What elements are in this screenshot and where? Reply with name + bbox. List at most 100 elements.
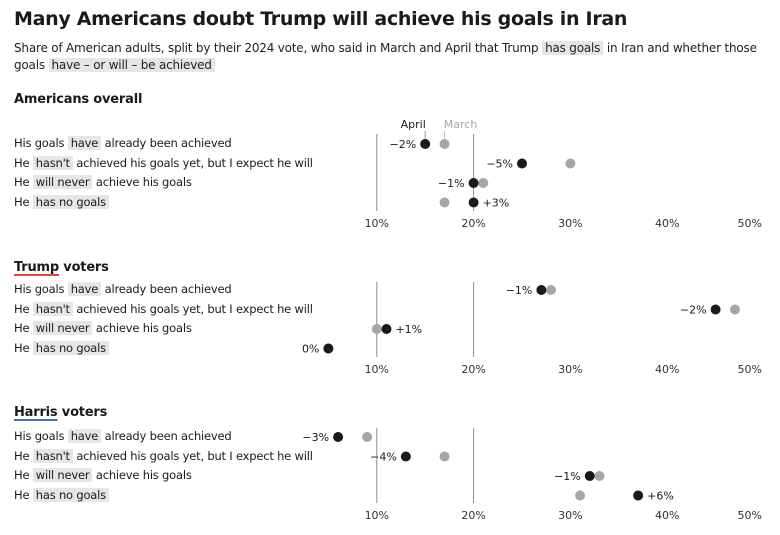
row-label: He hasn't achieved his goals yet, but I … (14, 448, 313, 465)
change-label: −1% (506, 284, 533, 297)
row-label: He will never achieve his goals (14, 320, 192, 337)
row-label-highlight: has no goals (32, 340, 109, 355)
march-dot (478, 178, 489, 188)
row-label-post: achieved his goals yet, but I expect he … (72, 301, 313, 316)
x-tick-label: 20% (461, 363, 485, 376)
march-dot (439, 451, 450, 462)
panel-title-key: Trump (14, 260, 59, 275)
march-dot (594, 471, 605, 481)
panel-title: Trump voters (14, 260, 109, 275)
subtitle-highlight-2: have – or will – be achieved (48, 58, 215, 72)
x-tick-label: 20% (461, 217, 485, 230)
x-tick-label: 30% (558, 509, 582, 522)
x-tick-label: 50% (738, 363, 762, 376)
subtitle-text-2: in Iran and whether those goals (14, 41, 757, 72)
row-label-highlight: will never (32, 321, 93, 335)
march-dot (546, 285, 557, 295)
row-label-pre: He (14, 301, 33, 316)
row-label: He hasn't achieved his goals yet, but I … (14, 301, 313, 318)
change-label: −1% (438, 177, 465, 190)
april-dot (323, 343, 334, 354)
row-label-pre: He (14, 321, 33, 335)
row-label: He has no goals (14, 194, 109, 211)
row-label-pre: He (14, 468, 33, 482)
change-label: +3% (483, 197, 510, 210)
x-tick-label: 30% (558, 363, 582, 376)
april-dot (468, 178, 479, 188)
change-label: −4% (370, 451, 397, 464)
row-label-pre: He (14, 448, 33, 463)
chart-subtitle: Share of American adults, split by their… (14, 40, 774, 74)
march-dot (362, 432, 373, 442)
march-dot (575, 490, 586, 501)
row-label-highlight: hasn't (32, 448, 73, 463)
march-dot (439, 139, 450, 149)
change-label: +6% (647, 490, 674, 503)
row-label-pre: He (14, 194, 33, 209)
panel-title: Harris voters (14, 405, 107, 420)
x-tick-label: 10% (365, 363, 389, 376)
legend-march: March (444, 118, 478, 131)
row-label: He will never achieve his goals (14, 174, 192, 191)
row-label-post: already been achieved (101, 282, 232, 296)
x-tick-label: 10% (365, 509, 389, 522)
row-label-pre: He (14, 487, 33, 502)
row-label-highlight: has no goals (32, 194, 109, 209)
change-label: 0% (302, 343, 319, 356)
row-label-post: achieved his goals yet, but I expect he … (72, 448, 313, 463)
x-tick-label: 40% (655, 363, 679, 376)
april-dot (710, 304, 721, 315)
april-dot (381, 324, 392, 334)
change-label: −3% (302, 431, 329, 444)
row-label-highlight: have (67, 136, 102, 150)
april-dot (420, 139, 431, 149)
row-label-post: achieve his goals (92, 175, 192, 189)
row-label-post: already been achieved (101, 429, 232, 443)
april-dot (400, 451, 411, 462)
change-label: −1% (554, 470, 581, 483)
row-label-highlight: has no goals (32, 487, 109, 502)
change-label: −5% (486, 158, 513, 171)
x-tick-label: 50% (738, 509, 762, 522)
march-dot (439, 197, 450, 208)
april-dot (633, 490, 644, 501)
april-dot (536, 285, 547, 295)
x-tick-label: 10% (365, 217, 389, 230)
march-dot (565, 158, 576, 169)
row-label-post: achieved his goals yet, but I expect he … (72, 155, 313, 170)
row-label-highlight: will never (32, 175, 93, 189)
row-label: He has no goals (14, 487, 109, 504)
april-dot (584, 471, 595, 481)
april-dot (517, 158, 527, 169)
row-label-pre: He (14, 340, 33, 355)
row-label-highlight: will never (32, 468, 93, 482)
subtitle-highlight-1: has goals (542, 41, 604, 55)
row-label-highlight: hasn't (32, 155, 73, 170)
change-label: −2% (680, 304, 707, 317)
row-label-pre: He (14, 155, 33, 170)
row-label: His goals have already been achieved (14, 281, 232, 298)
april-dot (333, 432, 344, 442)
x-tick-label: 40% (655, 217, 679, 230)
row-label-post: achieve his goals (92, 468, 192, 482)
row-label-post: already been achieved (101, 136, 232, 150)
row-label-pre: He (14, 175, 33, 189)
change-label: −2% (390, 138, 417, 151)
x-tick-label: 20% (461, 509, 485, 522)
panel-title-rest: voters (57, 405, 108, 420)
change-label: +1% (395, 323, 422, 336)
row-label: He has no goals (14, 340, 109, 357)
x-tick-label: 50% (738, 217, 762, 230)
row-label: His goals have already been achieved (14, 428, 232, 445)
legend-april: April (401, 118, 426, 131)
chart-title: Many Americans doubt Trump will achieve … (14, 8, 628, 30)
panel-title-key: Harris (14, 405, 58, 420)
row-label: He hasn't achieved his goals yet, but I … (14, 155, 313, 172)
row-label-highlight: have (67, 429, 102, 443)
subtitle-text-1: Share of American adults, split by their… (14, 41, 539, 55)
april-dot (468, 197, 479, 208)
row-label-pre: His goals (14, 282, 68, 296)
march-dot (729, 304, 740, 315)
row-label-highlight: hasn't (32, 301, 73, 316)
